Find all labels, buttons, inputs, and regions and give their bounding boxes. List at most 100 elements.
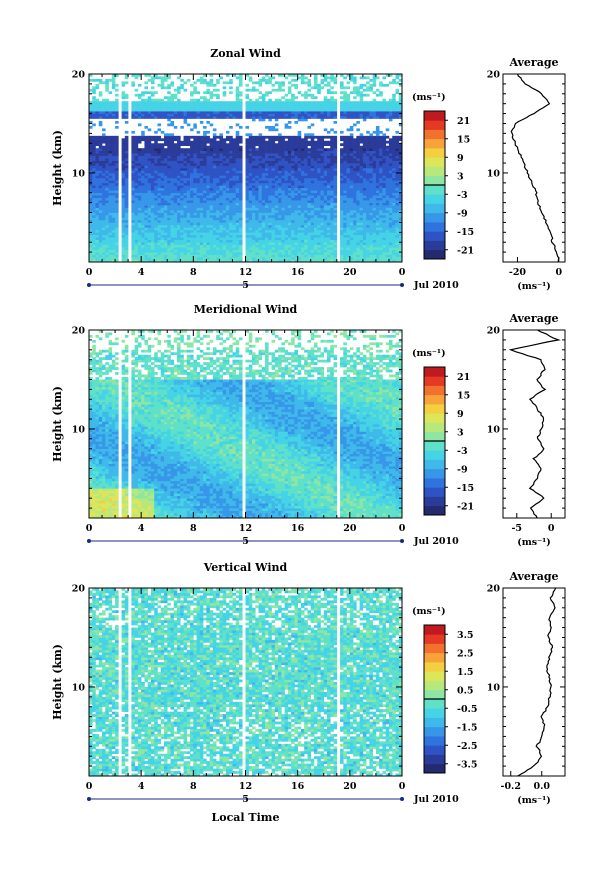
- heatmap-cell: [301, 200, 305, 203]
- heatmap-cell: [223, 143, 227, 146]
- heatmap-cell: [161, 242, 165, 245]
- heatmap-cell: [187, 225, 191, 228]
- heatmap-cell: [278, 232, 282, 235]
- heatmap-cell: [255, 215, 259, 218]
- heatmap-cell: [327, 151, 331, 154]
- heatmap-cell: [311, 141, 315, 144]
- heatmap-cell: [327, 237, 331, 240]
- heatmap-cell: [180, 116, 184, 119]
- heatmap-cell: [135, 198, 139, 201]
- heatmap-cell: [265, 220, 269, 223]
- heatmap-cell: [174, 208, 178, 211]
- heatmap-cell: [278, 133, 282, 136]
- heatmap-cell: [255, 148, 259, 151]
- heatmap-cell: [268, 81, 272, 84]
- heatmap-cell: [311, 111, 315, 114]
- heatmap-cell: [210, 213, 214, 216]
- heatmap-cell: [180, 232, 184, 235]
- heatmap-cell: [223, 185, 227, 188]
- heatmap-cell: [174, 235, 178, 238]
- heatmap-cell: [304, 116, 308, 119]
- heatmap-cell: [171, 101, 175, 104]
- heatmap-cell: [216, 222, 220, 225]
- heatmap-cell: [102, 106, 106, 109]
- heatmap-cell: [353, 166, 357, 169]
- heatmap-cell: [223, 203, 227, 206]
- heatmap-cell: [138, 175, 142, 178]
- heatmap-cell: [184, 163, 188, 166]
- heatmap-cell: [138, 222, 142, 225]
- heatmap-cell: [180, 240, 184, 243]
- heatmap-cell: [109, 195, 113, 198]
- heatmap-cell: [96, 222, 100, 225]
- heatmap-cell: [298, 188, 302, 191]
- heatmap-cell: [180, 193, 184, 196]
- heatmap-cell: [115, 116, 119, 119]
- heatmap-cell: [314, 114, 318, 117]
- heatmap-cell: [99, 175, 103, 178]
- heatmap-cell: [236, 180, 240, 183]
- heatmap-cell: [203, 161, 207, 164]
- heatmap-cell: [291, 210, 295, 213]
- heatmap-cell: [144, 210, 148, 213]
- heatmap-cell: [334, 143, 338, 146]
- heatmap-cell: [96, 252, 100, 255]
- heatmap-cell: [154, 232, 158, 235]
- heatmap-cell: [96, 158, 100, 161]
- heatmap-cell: [105, 255, 109, 258]
- heatmap-cell: [171, 111, 175, 114]
- heatmap-cell: [216, 166, 220, 169]
- heatmap-cell: [180, 148, 184, 151]
- heatmap-cell: [343, 109, 347, 112]
- heatmap-cell: [141, 106, 145, 109]
- heatmap-cell: [144, 188, 148, 191]
- heatmap-cell: [148, 257, 152, 260]
- heatmap-cell: [298, 138, 302, 141]
- heatmap-cell: [131, 225, 135, 228]
- heatmap-cell: [272, 242, 276, 245]
- heatmap-cell: [135, 143, 139, 146]
- heatmap-cell: [154, 114, 158, 117]
- heatmap-cell: [167, 116, 171, 119]
- heatmap-cell: [115, 84, 119, 87]
- heatmap-cell: [330, 79, 334, 82]
- heatmap-cell: [157, 255, 161, 258]
- heatmap-cell: [343, 161, 347, 164]
- heatmap-cell: [190, 91, 194, 94]
- heatmap-cell: [131, 217, 135, 220]
- heatmap-cell: [320, 190, 324, 193]
- heatmap-cell: [125, 215, 129, 218]
- heatmap-cell: [219, 133, 223, 136]
- heatmap-cell: [334, 195, 338, 198]
- heatmap-cell: [125, 250, 129, 253]
- heatmap-cell: [96, 205, 100, 208]
- heatmap-cell: [298, 131, 302, 134]
- heatmap-cell: [157, 178, 161, 181]
- heatmap-cell: [356, 173, 360, 176]
- heatmap-cell: [272, 143, 276, 146]
- heatmap-cell: [164, 166, 168, 169]
- heatmap-cell: [216, 255, 220, 258]
- heatmap-cell: [177, 208, 181, 211]
- heatmap-cell: [236, 99, 240, 102]
- heatmap-cell: [288, 126, 292, 129]
- heatmap-cell: [141, 195, 145, 198]
- heatmap-cell: [151, 178, 155, 181]
- heatmap-cell: [236, 163, 240, 166]
- heatmap-cell: [301, 235, 305, 238]
- heatmap-cell: [177, 230, 181, 233]
- heatmap-cell: [229, 148, 233, 151]
- heatmap-cell: [294, 198, 298, 201]
- heatmap-cell: [177, 153, 181, 156]
- heatmap-cell: [294, 217, 298, 220]
- heatmap-cell: [301, 257, 305, 260]
- heatmap-cell: [161, 81, 165, 84]
- heatmap-cell: [187, 173, 191, 176]
- heatmap-cell: [304, 252, 308, 255]
- heatmap-cell: [311, 205, 315, 208]
- heatmap-cell: [353, 213, 357, 216]
- heatmap-cell: [138, 183, 142, 186]
- heatmap-cell: [174, 116, 178, 119]
- heatmap-cell: [343, 217, 347, 220]
- heatmap-cell: [327, 99, 331, 102]
